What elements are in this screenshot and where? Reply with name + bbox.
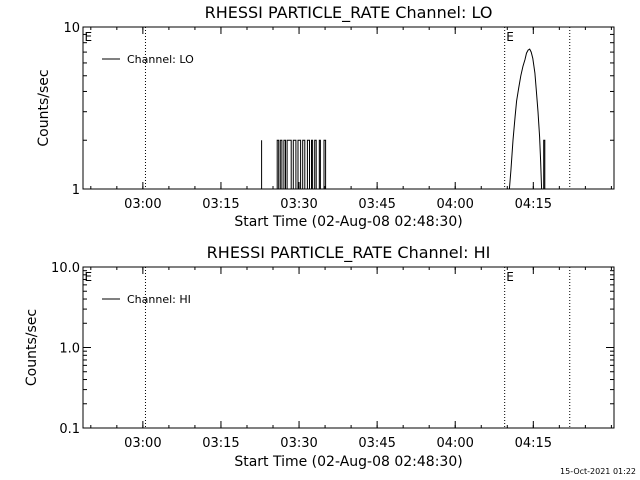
plot-frame <box>82 266 615 429</box>
legend-label: Channel: HI <box>127 293 191 306</box>
x-tick-label: 03:30 <box>280 197 317 212</box>
y-tick-label: 0.1 <box>59 422 80 437</box>
y-tick-label: 1 <box>72 183 80 198</box>
chart-title: RHESSI PARTICLE_RATE Channel: LO <box>205 3 493 23</box>
x-tick-label: 04:15 <box>515 436 552 451</box>
x-tick-label: 03:00 <box>124 197 161 212</box>
x-tick-label: 03:45 <box>358 197 395 212</box>
event-marker: E <box>85 270 93 284</box>
x-tick-label: 03:15 <box>202 436 239 451</box>
y-tick-label: 10.0 <box>51 261 80 276</box>
chart-panel-0 <box>82 26 615 190</box>
y-axis-label: Counts/sec <box>24 309 40 386</box>
series-line <box>83 48 614 190</box>
x-tick-label: 04:00 <box>436 436 473 451</box>
x-tick-label: 03:45 <box>358 436 395 451</box>
x-tick-label: 04:00 <box>436 197 473 212</box>
y-tick-label: 10 <box>63 21 80 36</box>
y-tick-label: 1.0 <box>59 342 80 357</box>
y-axis-label: Counts/sec <box>36 69 52 146</box>
chart-title: RHESSI PARTICLE_RATE Channel: HI <box>207 243 491 263</box>
x-axis-label: Start Time (02-Aug-08 02:48:30) <box>234 214 462 230</box>
x-tick-label: 03:15 <box>202 197 239 212</box>
legend-label: Channel: LO <box>127 53 194 66</box>
plot-frame <box>82 26 615 190</box>
event-marker: E <box>506 270 514 284</box>
x-axis-label: Start Time (02-Aug-08 02:48:30) <box>234 454 462 470</box>
x-tick-label: 04:15 <box>515 197 552 212</box>
x-tick-label: 03:30 <box>280 436 317 451</box>
event-marker: E <box>506 30 514 44</box>
footer-timestamp: 15-Oct-2021 01:22 <box>560 467 636 476</box>
event-marker: E <box>85 30 93 44</box>
x-tick-label: 03:00 <box>124 436 161 451</box>
chart-panel-1 <box>82 266 615 429</box>
